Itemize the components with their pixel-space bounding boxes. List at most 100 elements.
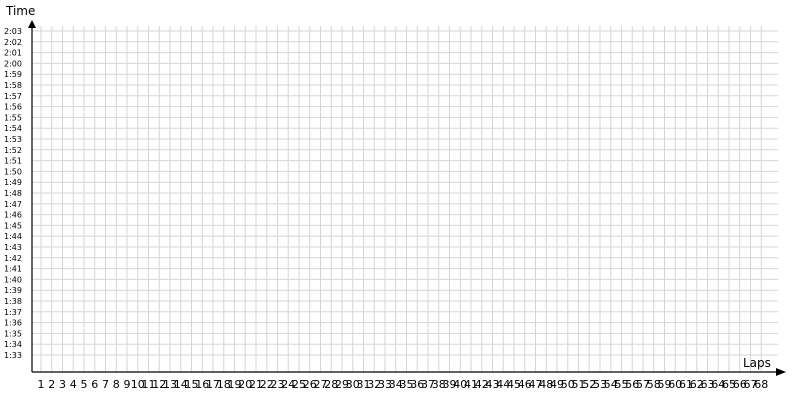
y-tick-label: 1:40 bbox=[4, 275, 22, 284]
y-tick-label: 2:03 bbox=[4, 27, 22, 36]
x-tick-label: 36 bbox=[410, 378, 424, 391]
x-tick-label: 14 bbox=[174, 378, 188, 391]
x-tick-label: 60 bbox=[668, 378, 682, 391]
x-tick-label: 11 bbox=[142, 378, 156, 391]
x-tick-label: 33 bbox=[378, 378, 392, 391]
x-tick-label: 47 bbox=[529, 378, 543, 391]
y-tick-label: 1:39 bbox=[4, 286, 22, 295]
x-axis-title: Laps bbox=[743, 356, 771, 370]
x-tick-label: 37 bbox=[421, 378, 435, 391]
y-tick-label: 1:37 bbox=[4, 308, 22, 317]
y-tick-label: 1:34 bbox=[4, 340, 22, 349]
y-tick-label: 2:02 bbox=[4, 38, 22, 47]
x-tick-label: 22 bbox=[260, 378, 274, 391]
y-tick-label: 1:50 bbox=[4, 167, 22, 176]
x-tick-label: 52 bbox=[582, 378, 596, 391]
x-tick-label: 32 bbox=[367, 378, 381, 391]
x-tick-label: 51 bbox=[572, 378, 586, 391]
x-tick-label: 16 bbox=[195, 378, 209, 391]
x-tick-label: 42 bbox=[475, 378, 489, 391]
x-tick-label: 54 bbox=[604, 378, 618, 391]
x-tick-label: 28 bbox=[324, 378, 338, 391]
y-tick-label: 1:33 bbox=[4, 351, 22, 360]
x-tick-label: 41 bbox=[464, 378, 478, 391]
x-tick-label: 39 bbox=[443, 378, 457, 391]
y-tick-label: 1:54 bbox=[4, 124, 22, 133]
y-tick-label: 1:42 bbox=[4, 254, 22, 263]
x-tick-label: 46 bbox=[518, 378, 532, 391]
y-tick-label: 1:53 bbox=[4, 135, 22, 144]
x-tick-label: 10 bbox=[131, 378, 145, 391]
x-tick-label: 59 bbox=[658, 378, 672, 391]
x-tick-label: 30 bbox=[346, 378, 360, 391]
y-axis-title: Time bbox=[5, 4, 35, 18]
x-tick-label: 20 bbox=[238, 378, 252, 391]
x-tick-label: 40 bbox=[453, 378, 467, 391]
x-tick-label: 58 bbox=[647, 378, 661, 391]
x-tick-label: 35 bbox=[400, 378, 414, 391]
x-tick-label: 56 bbox=[625, 378, 639, 391]
x-tick-label: 62 bbox=[690, 378, 704, 391]
grid bbox=[32, 26, 778, 372]
x-tick-label: 3 bbox=[59, 378, 66, 391]
x-tick-label: 67 bbox=[744, 378, 758, 391]
y-tick-label: 1:57 bbox=[4, 92, 22, 101]
x-tick-label: 57 bbox=[636, 378, 650, 391]
x-tick-label: 43 bbox=[486, 378, 500, 391]
y-tick-label: 1:45 bbox=[4, 221, 22, 230]
x-tick-label: 9 bbox=[124, 378, 131, 391]
x-tick-label: 44 bbox=[496, 378, 510, 391]
x-tick-label: 23 bbox=[271, 378, 285, 391]
x-tick-label: 34 bbox=[389, 378, 403, 391]
x-tick-label: 7 bbox=[102, 378, 109, 391]
x-tick-label: 1 bbox=[38, 378, 45, 391]
x-tick-label: 24 bbox=[281, 378, 295, 391]
x-tick-label: 4 bbox=[70, 378, 77, 391]
y-tick-label: 1:48 bbox=[4, 189, 22, 198]
x-tick-label: 53 bbox=[593, 378, 607, 391]
y-tick-label: 1:59 bbox=[4, 70, 22, 79]
y-tick-label: 2:00 bbox=[4, 59, 22, 68]
axes: 1:33 1:34 1:351:36 1:37 1:38 1:39 1:401:41 1:42… bbox=[4, 20, 786, 391]
y-tick-label: 2:01 bbox=[4, 49, 22, 58]
x-tick-label: 64 bbox=[711, 378, 725, 391]
y-tick-label: 1:47 bbox=[4, 200, 22, 209]
y-tick-label: 1:36 bbox=[4, 319, 22, 328]
x-tick-label: 55 bbox=[615, 378, 629, 391]
x-tick-label: 8 bbox=[113, 378, 120, 391]
x-tick-label: 5 bbox=[81, 378, 88, 391]
x-tick-label: 17 bbox=[206, 378, 220, 391]
x-tick-label: 2 bbox=[48, 378, 55, 391]
y-tick-label: 1:56 bbox=[4, 103, 22, 112]
x-tick-label: 29 bbox=[335, 378, 349, 391]
y-tick-label: 1:46 bbox=[4, 211, 22, 220]
x-tick-label: 19 bbox=[228, 378, 242, 391]
y-tick-label: 1:41 bbox=[4, 265, 22, 274]
y-tick-label: 1:51 bbox=[4, 157, 22, 166]
x-tick-label: 49 bbox=[550, 378, 564, 391]
x-tick-label: 21 bbox=[249, 378, 263, 391]
x-tick-label: 13 bbox=[163, 378, 177, 391]
y-tick-label: 1:58 bbox=[4, 81, 22, 90]
x-tick-label: 45 bbox=[507, 378, 521, 391]
x-tick-label: 6 bbox=[91, 378, 98, 391]
x-tick-label: 50 bbox=[561, 378, 575, 391]
x-tick-label: 25 bbox=[292, 378, 306, 391]
x-tick-label: 66 bbox=[733, 378, 747, 391]
y-tick-label: 1:35 bbox=[4, 329, 22, 338]
y-axis-arrow bbox=[28, 20, 36, 28]
x-tick-label: 63 bbox=[701, 378, 715, 391]
y-tick-label: 1:52 bbox=[4, 146, 22, 155]
x-tick-label: 31 bbox=[357, 378, 371, 391]
x-tick-label: 68 bbox=[754, 378, 768, 391]
x-tick-label: 48 bbox=[539, 378, 553, 391]
x-tick-label: 27 bbox=[314, 378, 328, 391]
y-tick-label: 1:44 bbox=[4, 232, 22, 241]
x-tick-label: 65 bbox=[722, 378, 736, 391]
y-tick-label: 1:38 bbox=[4, 297, 22, 306]
x-tick-label: 18 bbox=[217, 378, 231, 391]
x-axis-arrow bbox=[776, 368, 786, 376]
y-tick-label: 1:55 bbox=[4, 113, 22, 122]
x-tick-label: 61 bbox=[679, 378, 693, 391]
